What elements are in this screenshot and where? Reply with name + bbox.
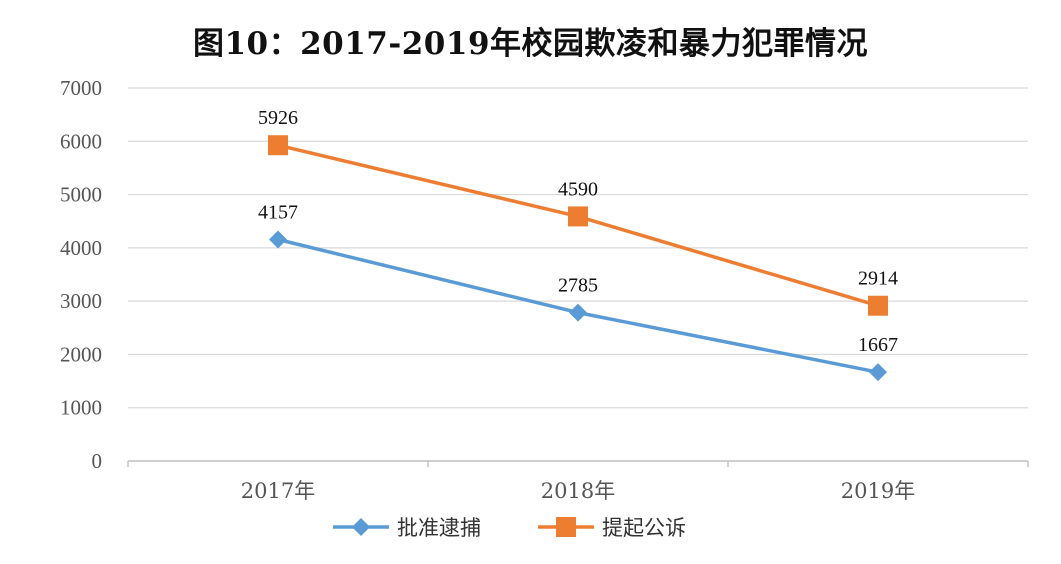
y-tick-label: 6000	[60, 129, 102, 153]
data-label: 2785	[558, 275, 598, 297]
y-tick-label: 3000	[60, 289, 102, 313]
y-tick-label: 2000	[60, 342, 102, 366]
data-point	[868, 295, 888, 316]
y-tick-label: 0	[92, 449, 103, 473]
data-label: 1667	[858, 334, 898, 356]
y-tick-label: 7000	[60, 76, 102, 100]
chart-title: 图10：2017-2019年校园欺凌和暴力犯罪情况	[192, 26, 869, 62]
data-label: 5926	[258, 107, 298, 129]
y-tick-label: 5000	[60, 183, 102, 207]
data-point	[268, 135, 288, 156]
data-point	[869, 363, 887, 382]
legend: 批准逮捕 提起公诉	[333, 516, 686, 540]
gridlines	[128, 87, 1028, 409]
x-tick-label: 2019年	[841, 479, 915, 503]
y-tick-label: 1000	[60, 396, 102, 420]
data-label: 4590	[558, 178, 598, 200]
data-point	[569, 303, 587, 322]
x-axis: 2017年 2018年 2019年	[127, 460, 1029, 503]
data-point	[269, 230, 287, 249]
y-tick-label: 4000	[60, 236, 102, 260]
x-tick-label: 2018年	[541, 479, 615, 503]
legend-marker	[352, 518, 370, 536]
data-label: 2914	[858, 268, 898, 290]
x-tick-label: 2017年	[241, 479, 315, 503]
data-point	[568, 206, 588, 227]
legend-marker	[556, 517, 576, 537]
series-layer	[268, 135, 888, 382]
data-label: 4157	[258, 201, 298, 223]
legend-label: 提起公诉	[602, 516, 686, 540]
data-labels: 4157 2785 1667 5926 4590 2914	[258, 107, 898, 356]
y-axis: 0 1000 2000 3000 4000 5000 6000 7000	[60, 76, 102, 473]
legend-label: 批准逮捕	[397, 516, 481, 540]
